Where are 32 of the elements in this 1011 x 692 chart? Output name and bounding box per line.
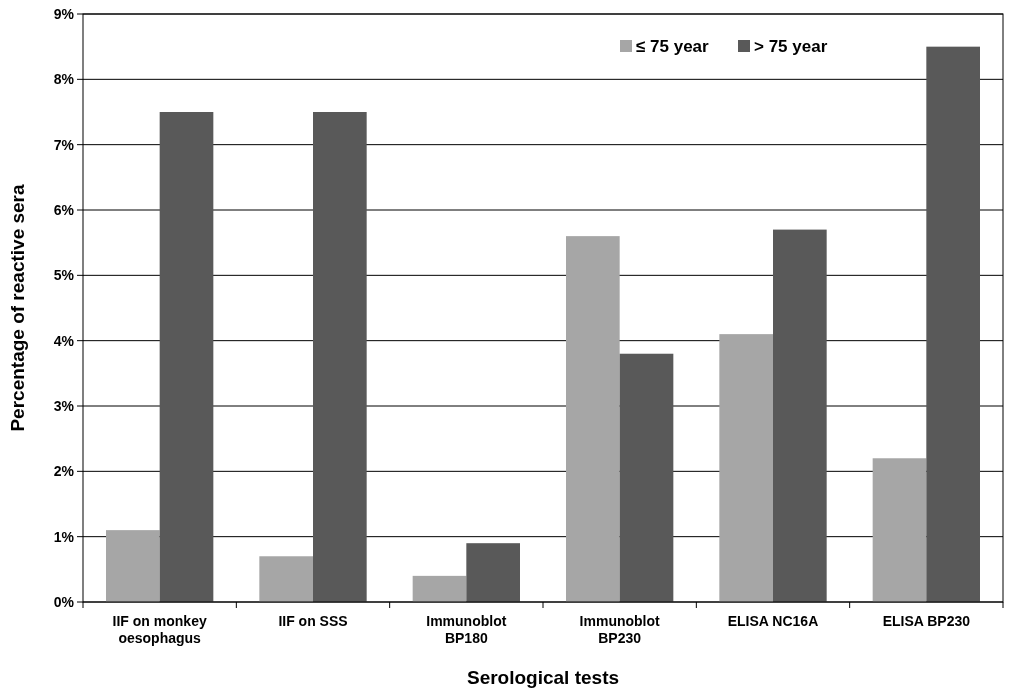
- bar: [159, 112, 214, 602]
- y-tick-label: 0%: [53, 593, 75, 610]
- y-tick-label: 9%: [53, 5, 75, 22]
- x-tick-label: ELISA BP230: [882, 613, 971, 629]
- y-tick-label: 6%: [53, 201, 75, 218]
- x-tick-label: ELISA NC16A: [727, 613, 819, 629]
- y-tick-label: 8%: [53, 71, 75, 88]
- bar: [719, 334, 773, 602]
- legend-label: ≤ 75 year: [636, 36, 710, 56]
- x-tick-label: IIF on monkey oesophagus: [112, 613, 207, 646]
- x-tick-label: Immunoblot BP180: [426, 613, 507, 646]
- bar: [773, 229, 827, 602]
- y-tick-label: 4%: [53, 332, 75, 349]
- y-tick-label: 5%: [53, 267, 75, 284]
- bar: [872, 458, 927, 602]
- bar: [259, 556, 313, 602]
- bar: [106, 530, 160, 602]
- y-tick-label: 1%: [53, 528, 75, 545]
- x-tick-label: IIF on SSS: [278, 613, 348, 629]
- y-tick-label: 7%: [53, 136, 75, 153]
- bar: [313, 112, 367, 602]
- y-tick-label: 2%: [53, 463, 75, 480]
- x-axis-title: Serological tests: [466, 667, 620, 688]
- bar: [466, 543, 520, 602]
- y-axis-title: Percentage of reactive sera: [7, 184, 28, 432]
- y-tick-label: 3%: [53, 397, 75, 414]
- bar: [926, 46, 980, 602]
- legend-label: > 75 year: [754, 36, 828, 56]
- bar: [412, 575, 467, 602]
- bar: [566, 236, 620, 602]
- bar: [619, 353, 674, 602]
- x-tick-label: Immunoblot BP230: [579, 613, 661, 646]
